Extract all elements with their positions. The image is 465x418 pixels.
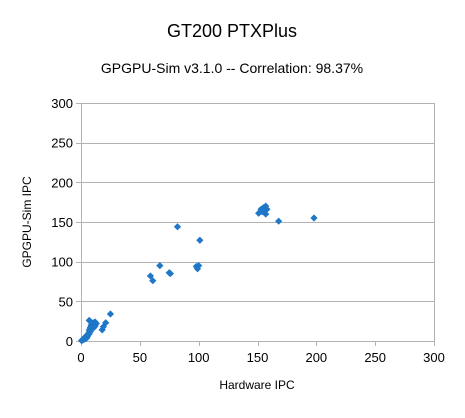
data-point [86, 327, 95, 336]
data-point [106, 310, 115, 318]
data-points [77, 202, 318, 345]
gridlines [81, 103, 434, 302]
data-point [262, 202, 270, 210]
data-point [92, 319, 100, 328]
data-point [255, 209, 263, 217]
y-axis-title: GPGPU-Sim IPC [20, 176, 34, 268]
data-point [275, 217, 283, 225]
data-point [310, 214, 318, 222]
x-tick-label: 100 [188, 350, 210, 365]
data-point [99, 323, 107, 331]
axes [76, 103, 435, 346]
data-point [85, 316, 93, 324]
data-point [195, 262, 203, 270]
data-point [156, 262, 164, 270]
y-tick-label: 0 [66, 334, 73, 349]
y-tick-label: 100 [51, 255, 73, 270]
y-tick-label: 200 [51, 175, 73, 190]
y-tick-label: 250 [51, 136, 73, 151]
data-point [166, 269, 175, 278]
chart-subtitle: GPGPU-Sim v3.1.0 -- Correlation: 98.37% [101, 60, 363, 76]
chart-title: GT200 PTXPlus [167, 21, 297, 41]
x-axis-title: Hardware IPC [219, 378, 295, 392]
data-point [262, 210, 270, 218]
data-point [193, 265, 202, 273]
data-point [146, 272, 155, 280]
y-tick-label: 300 [51, 96, 73, 111]
y-tick-label: 50 [59, 294, 73, 309]
x-tick-label: 300 [423, 350, 445, 365]
x-tick-label: 200 [305, 350, 327, 365]
y-tick-label: 150 [51, 215, 73, 230]
x-tick-label: 50 [133, 350, 147, 365]
data-point [263, 205, 271, 213]
x-tick-label: 0 [77, 350, 84, 365]
x-tick-label: 250 [364, 350, 386, 365]
data-point [149, 277, 157, 285]
tick-labels: 0 50 100 150 200 250 300 0 50 100 150 200 250 300 [51, 96, 445, 365]
data-point [102, 319, 110, 327]
data-point [98, 326, 106, 334]
data-point [196, 236, 204, 244]
data-point [173, 223, 182, 231]
x-tick-label: 150 [247, 350, 269, 365]
